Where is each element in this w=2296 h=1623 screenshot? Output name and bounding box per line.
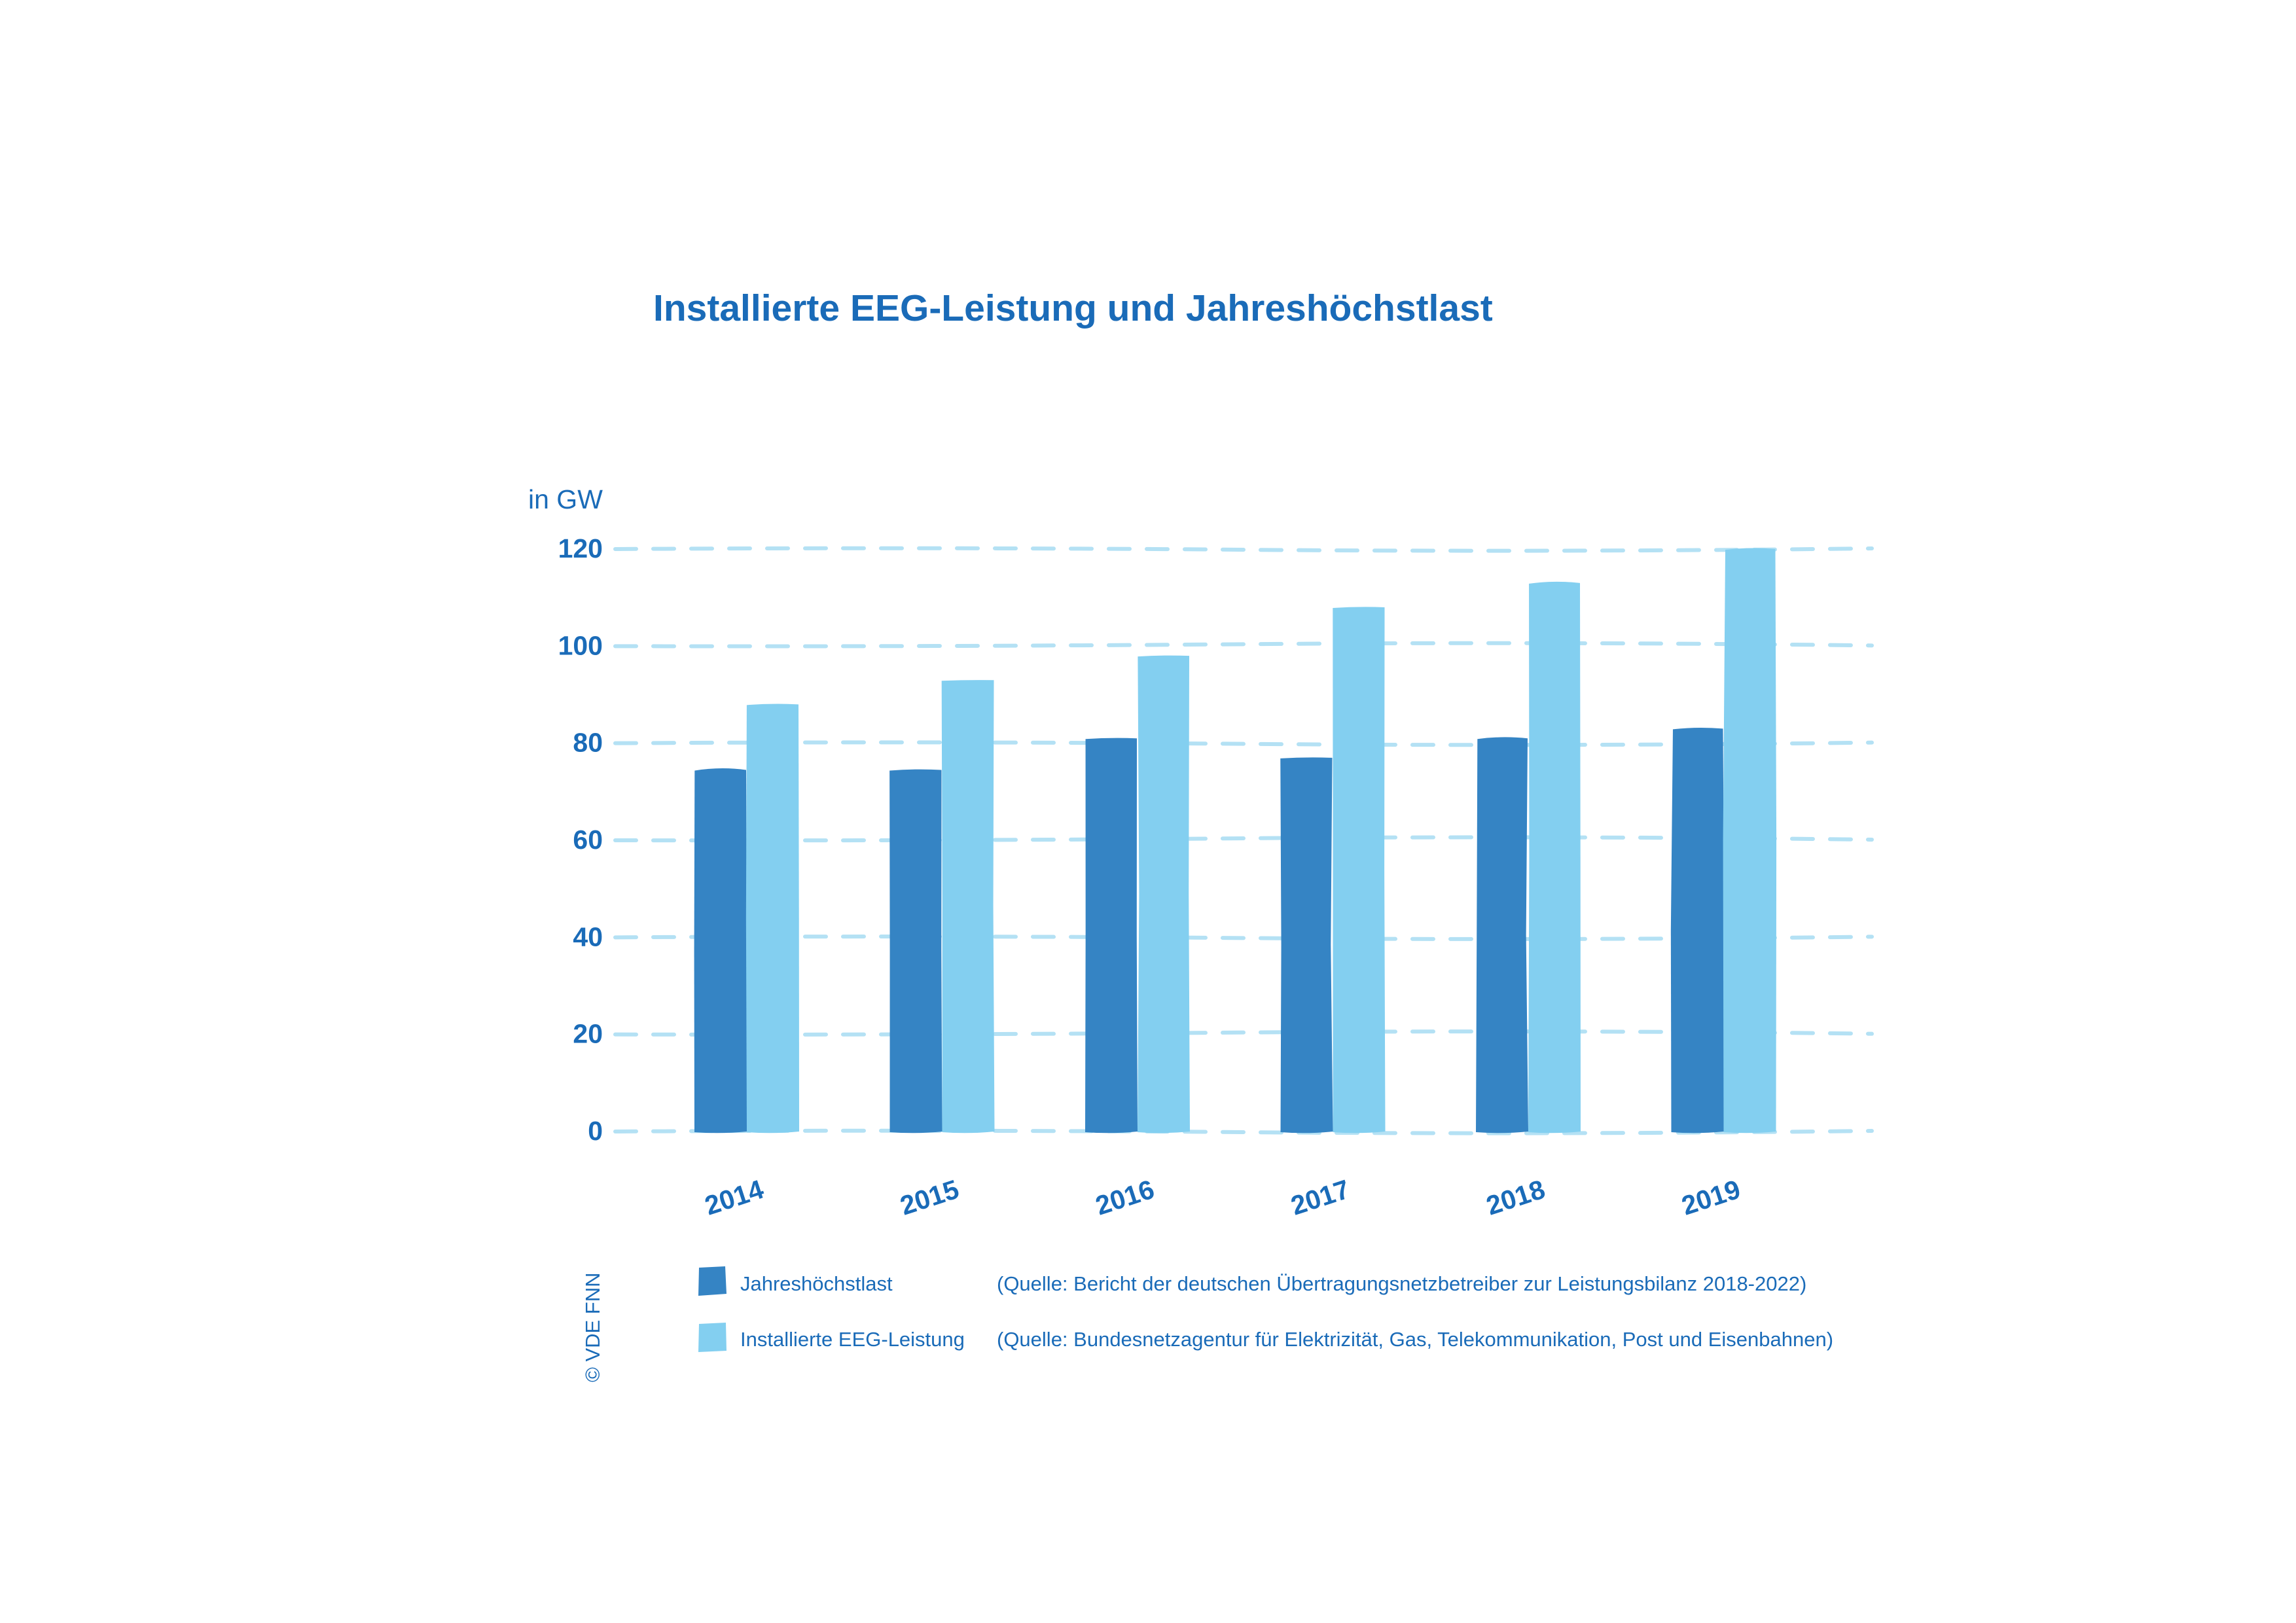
bar-jahreshoechstlast-2019 — [1670, 728, 1725, 1133]
y-axis-ticks: 0 20 40 60 80 100 120 — [558, 533, 603, 1146]
bar-jahreshoechstlast-2015 — [889, 769, 942, 1133]
bar-eeg-leistung-2016 — [1138, 655, 1190, 1133]
y-tick-label: 20 — [573, 1019, 603, 1049]
x-tick-label-2018: 2018 — [1482, 1174, 1549, 1221]
legend-item-jahreshoechstlast: Jahreshöchstlast (Quelle: Bericht der de… — [698, 1266, 1806, 1296]
gridline — [613, 641, 1874, 649]
y-tick-label: 120 — [558, 533, 603, 563]
gridlines — [613, 546, 1874, 1135]
legend-swatch-jahreshoechstlast — [698, 1266, 726, 1296]
legend-source-jahreshoechstlast: (Quelle: Bericht der deutschen Übertragu… — [997, 1272, 1806, 1295]
y-tick-label: 40 — [573, 921, 603, 952]
gridline — [613, 935, 1874, 941]
legend: Jahreshöchstlast (Quelle: Bericht der de… — [698, 1266, 1833, 1352]
legend-source-eeg-leistung: (Quelle: Bundesnetzagentur für Elektrizi… — [997, 1328, 1833, 1351]
gridline — [613, 1128, 1874, 1135]
legend-item-eeg-leistung: Installierte EEG-Leistung (Quelle: Bunde… — [698, 1323, 1833, 1352]
bar-jahreshoechstlast-2018 — [1476, 737, 1528, 1133]
bar-eeg-leistung-2015 — [941, 680, 995, 1133]
x-tick-label-2014: 2014 — [701, 1174, 767, 1221]
gridline — [613, 835, 1874, 843]
x-tick-label-2017: 2017 — [1287, 1174, 1354, 1221]
chart-title: Installierte EEG-Leistung und Jahreshöch… — [653, 287, 1493, 329]
x-axis-ticks: 2014 2015 2016 2017 2018 2019 — [701, 1174, 1744, 1221]
x-tick-label-2019: 2019 — [1678, 1174, 1744, 1221]
y-tick-label: 0 — [588, 1116, 603, 1146]
copyright-notice: © VDE FNN — [581, 1272, 604, 1382]
gridline — [613, 546, 1874, 553]
legend-swatch-eeg-leistung — [698, 1323, 726, 1352]
x-tick-label-2015: 2015 — [897, 1174, 963, 1221]
gridline — [613, 740, 1874, 747]
bars — [694, 548, 1777, 1133]
bar-eeg-leistung-2014 — [745, 704, 799, 1133]
bar-jahreshoechstlast-2016 — [1085, 738, 1138, 1133]
y-tick-label: 80 — [573, 728, 603, 758]
bar-eeg-leistung-2017 — [1333, 607, 1386, 1133]
bar-eeg-leistung-2018 — [1528, 581, 1581, 1133]
bar-eeg-leistung-2019 — [1723, 548, 1777, 1133]
y-tick-label: 100 — [558, 630, 603, 660]
bar-jahreshoechstlast-2017 — [1280, 757, 1333, 1133]
legend-label-jahreshoechstlast: Jahreshöchstlast — [740, 1272, 893, 1295]
x-tick-label-2016: 2016 — [1092, 1174, 1158, 1221]
legend-label-eeg-leistung: Installierte EEG-Leistung — [740, 1328, 965, 1351]
bar-jahreshoechstlast-2014 — [694, 768, 747, 1133]
y-axis-unit-label: in GW — [528, 484, 603, 514]
gridline — [613, 1029, 1874, 1037]
y-tick-label: 60 — [573, 825, 603, 855]
